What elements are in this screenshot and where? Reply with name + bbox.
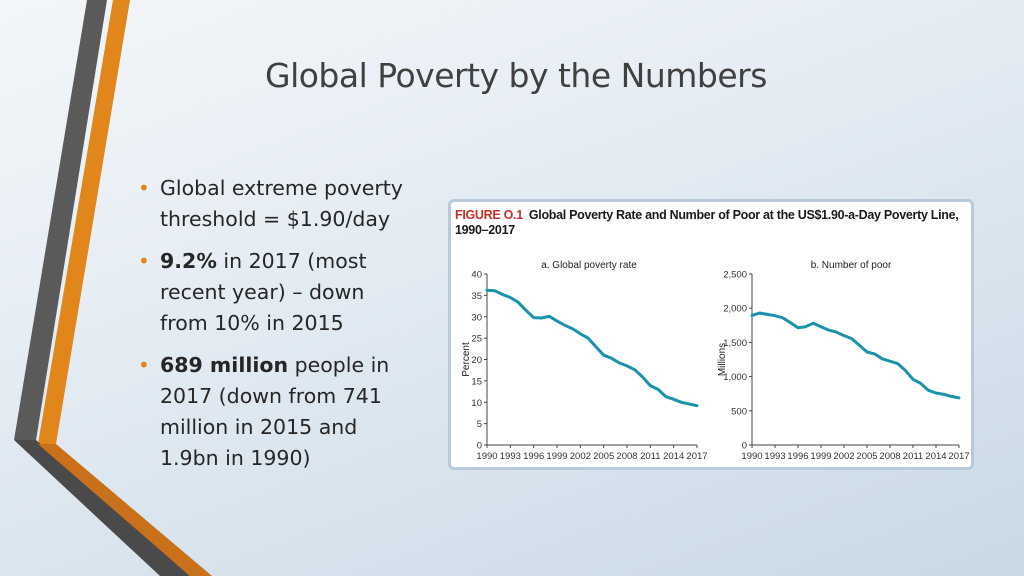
slide-title: Global Poverty by the Numbers [265, 56, 767, 95]
panel-b-ylabel: Millions [717, 343, 728, 376]
panel-b-xtick-label: 2005 [856, 451, 877, 462]
bullet-text: in 2017 (most recent year) – down from 1… [160, 249, 367, 335]
panel-a-ytick-label: 25 [471, 334, 482, 345]
panel-b-title: b. Number of poor [811, 260, 892, 271]
bullet-dot: • [138, 249, 150, 273]
figure-heading: FIGURE O.1 Global Poverty Rate and Number… [455, 208, 965, 238]
panel-a-xtick-label: 2011 [640, 451, 660, 462]
panel-b-xtick-label: 2011 [903, 451, 923, 462]
panel-b-xtick-label: 1996 [787, 451, 808, 462]
panel-a-series-line [485, 288, 699, 408]
panel-a-ytick-label: 5 [477, 419, 482, 430]
bullet-text: people in 2017 (down from 741 million in… [160, 353, 390, 470]
panel-a-ytick-label: 40 [471, 270, 482, 281]
panel-a-ylabel: Percent [461, 342, 472, 377]
panel-a-ytick-label: 30 [471, 312, 482, 323]
panel-a-xtick-label: 2002 [570, 451, 591, 462]
panel-a-xtick-label: 2005 [593, 451, 614, 462]
panel-a-ytick-label: 35 [471, 291, 482, 302]
figure-panel: FIGURE O.1 Global Poverty Rate and Number… [448, 199, 974, 470]
panel-b-xtick-label: 2008 [879, 451, 900, 462]
panel-a-xtick-label: 2008 [616, 451, 637, 462]
bullet-item: • 689 million people in 2017 (down from … [138, 350, 408, 474]
panel-a-xtick-label: 2017 [686, 451, 707, 462]
panel-a-xtick-label: 1993 [500, 451, 521, 462]
panel-a-ytick-label: 0 [477, 441, 482, 452]
panel-b-ytick-label: 1,500 [723, 338, 747, 349]
panel-b-xtick-label: 2014 [925, 451, 946, 462]
gray-stripe [14, 0, 107, 440]
panel-b-ytick-label: 500 [731, 406, 747, 417]
panel-a-xtick-label: 1996 [523, 451, 544, 462]
panel-b-xtick-label: 2002 [833, 451, 854, 462]
panel-a-ytick-label: 10 [471, 398, 482, 409]
panel-a-ytick-label: 15 [471, 376, 482, 387]
panel-a-xtick-label: 2014 [663, 451, 684, 462]
panel-b-series-line [750, 311, 961, 400]
panel-b-xtick-label: 1990 [741, 451, 762, 462]
panel-b-xtick-label: 2017 [948, 451, 969, 462]
panel-b-xtick-label: 1999 [810, 451, 831, 462]
bullet-bold: 689 million [160, 353, 289, 377]
bullet-dot: • [138, 353, 150, 377]
bullet-dot: • [138, 176, 150, 200]
orange-stripe [38, 0, 130, 444]
bullet-list: • Global extreme poverty threshold = $1.… [138, 173, 408, 485]
figure-label: FIGURE O.1 [455, 208, 523, 222]
panel-a-ytick-label: 20 [471, 355, 482, 366]
bullet-bold: 9.2% [160, 249, 217, 273]
panel-b-ytick-label: 0 [742, 441, 747, 452]
figure-title: Global Poverty Rate and Number of Poor a… [455, 208, 959, 237]
panel-a-title: a. Global poverty rate [541, 260, 637, 271]
panel-b-ytick-label: 1,000 [723, 372, 747, 383]
bullet-item: • Global extreme poverty threshold = $1.… [138, 173, 408, 235]
gray-lower-stripe [14, 440, 190, 576]
panel-b-xtick-label: 1993 [764, 451, 785, 462]
figure-charts: a. Global poverty rate Percent 0 5 10 15 20 25 3… [461, 260, 970, 462]
panel-b-ytick-label: 2,500 [723, 270, 747, 281]
orange-lower-stripe [38, 444, 212, 576]
bullet-text: Global extreme poverty threshold = $1.90… [160, 176, 403, 231]
panel-a-xtick-label: 1999 [546, 451, 567, 462]
panel-b-ytick-label: 2,000 [723, 304, 747, 315]
panel-a-xtick-label: 1990 [476, 451, 497, 462]
bullet-item: • 9.2% in 2017 (most recent year) – down… [138, 246, 408, 339]
